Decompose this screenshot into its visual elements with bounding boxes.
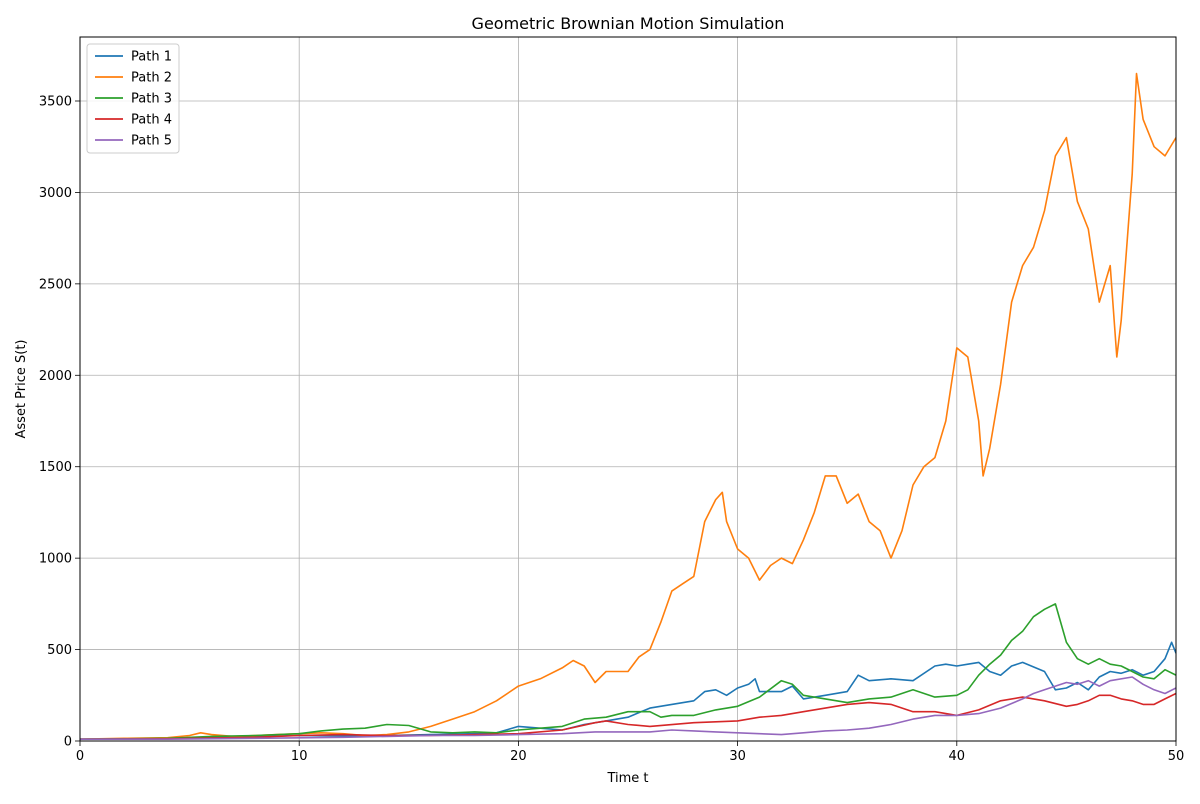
y-axis-ticks: 0 500 1000 1500 2000 2500 3000 3500 [39,95,80,750]
legend-label: Path 3 [131,92,172,107]
x-tick-label: 50 [1168,749,1185,764]
y-tick-label: 1000 [39,552,72,567]
series-line-path-5 [80,676,1176,740]
legend-label: Path 4 [131,113,172,128]
x-axis-ticks: 0 10 20 30 40 50 [76,741,1184,764]
legend-box [86,43,180,154]
x-tick-label: 20 [510,749,527,764]
legend-label: Path 1 [131,50,172,65]
y-tick-label: 500 [47,643,72,658]
plot-frame [79,36,1177,742]
x-tick-label: 40 [949,749,966,764]
y-axis-label: Asset Price S(t) [14,339,29,438]
y-tick-label: 0 [64,735,72,750]
legend-label: Path 5 [131,134,172,149]
chart-title: Geometric Brownian Motion Simulation [472,14,785,33]
x-tick-label: 30 [729,749,746,764]
x-tick-label: 0 [76,749,84,764]
series-line-path-2 [80,72,1176,740]
y-tick-label: 1500 [39,460,72,475]
legend-label: Path 2 [131,71,172,86]
x-tick-label: 10 [291,749,308,764]
legend: Path 1 Path 2 Path 3 Path 4 Path 5 [86,43,180,154]
y-tick-label: 3000 [39,186,72,201]
y-tick-label: 2500 [39,277,72,292]
y-tick-label: 2000 [39,369,72,384]
series-line-path-3 [80,603,1176,740]
x-axis-label: Time t [606,771,648,786]
y-tick-label: 3500 [39,95,72,110]
series-lines [80,72,1176,740]
